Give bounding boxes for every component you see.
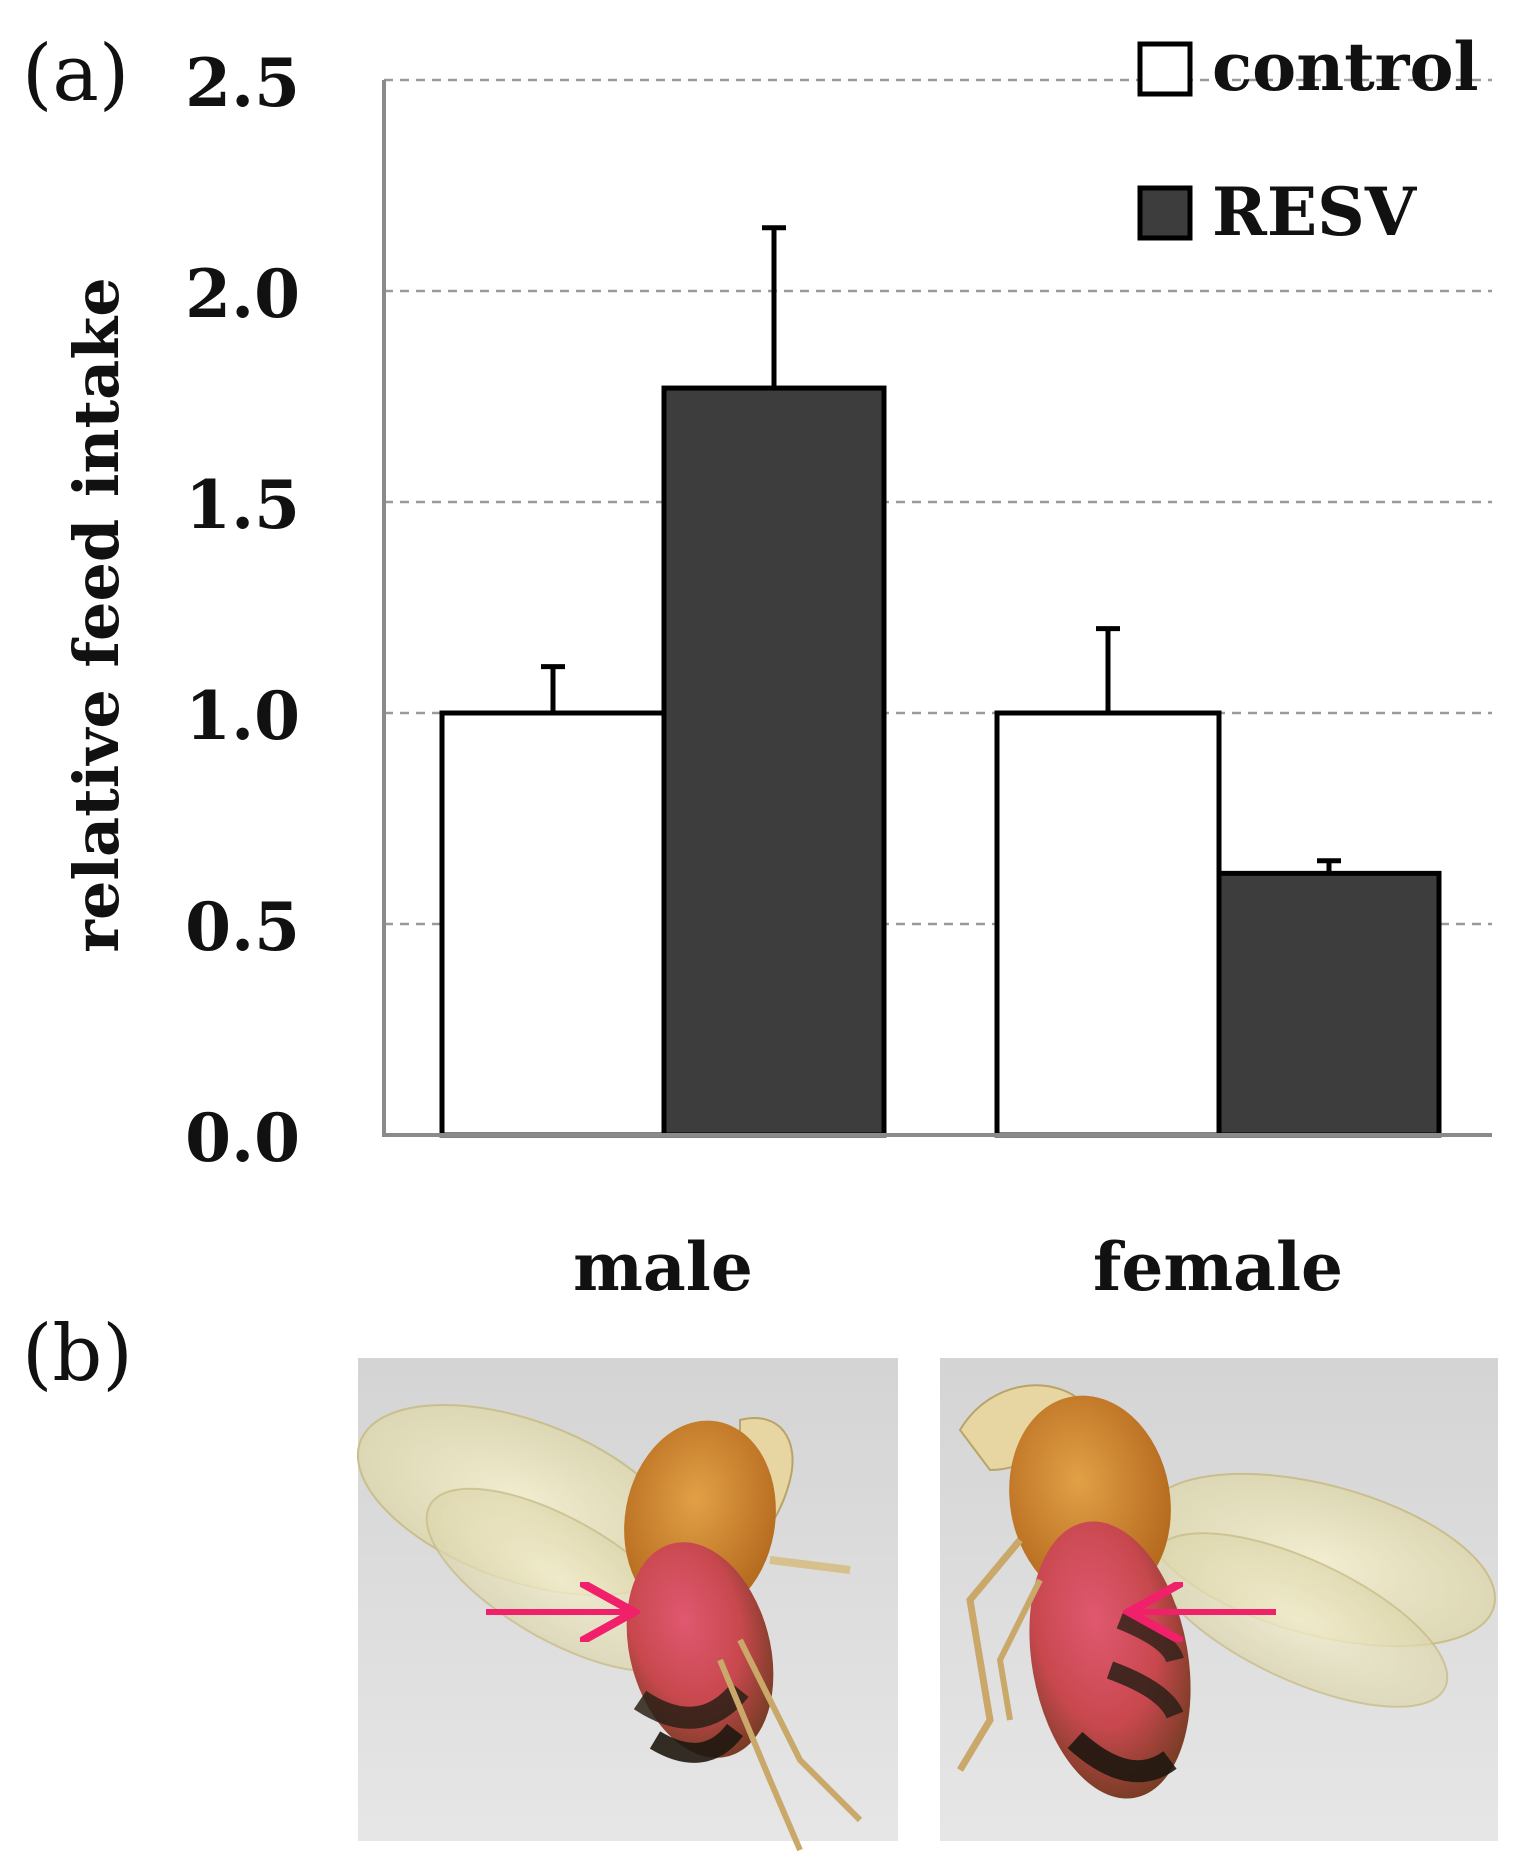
photo-female <box>940 1358 1498 1841</box>
y-tick-label: 1.5 <box>185 466 300 544</box>
y-axis-label: relative feed intake <box>60 277 133 952</box>
y-tick-label: 0.0 <box>185 1099 300 1177</box>
legend-swatch-resv <box>1137 185 1193 241</box>
bar-control-male <box>439 710 667 1138</box>
photo-male <box>356 1358 898 1852</box>
category-label-female: female <box>1093 1228 1343 1306</box>
y-tick-label: 2.0 <box>185 255 300 333</box>
y-tick-label: 1.0 <box>185 677 300 755</box>
category-label-male: male <box>573 1228 753 1306</box>
y-tick-label: 2.5 <box>185 44 300 122</box>
y-tick-labels: 0.0 0.5 1.0 1.5 2.0 2.5 <box>185 44 300 1177</box>
y-tick-label: 0.5 <box>185 888 300 966</box>
error-bars <box>541 225 1341 874</box>
bar-control-female <box>994 710 1222 1138</box>
legend: control RESV <box>1137 28 1479 251</box>
bars <box>439 385 1442 1138</box>
bar-resv-male <box>661 385 887 1138</box>
panel-label-a: (a) <box>22 29 129 119</box>
bar-resv-female <box>1216 870 1442 1138</box>
panel-label-b: (b) <box>22 1309 133 1399</box>
legend-swatch-control <box>1137 41 1193 97</box>
axes <box>382 80 1492 1137</box>
legend-label-control: control <box>1212 28 1479 106</box>
category-labels: male female <box>573 1228 1343 1306</box>
fly-male <box>356 1403 863 1852</box>
legend-label-resv: RESV <box>1212 173 1418 251</box>
